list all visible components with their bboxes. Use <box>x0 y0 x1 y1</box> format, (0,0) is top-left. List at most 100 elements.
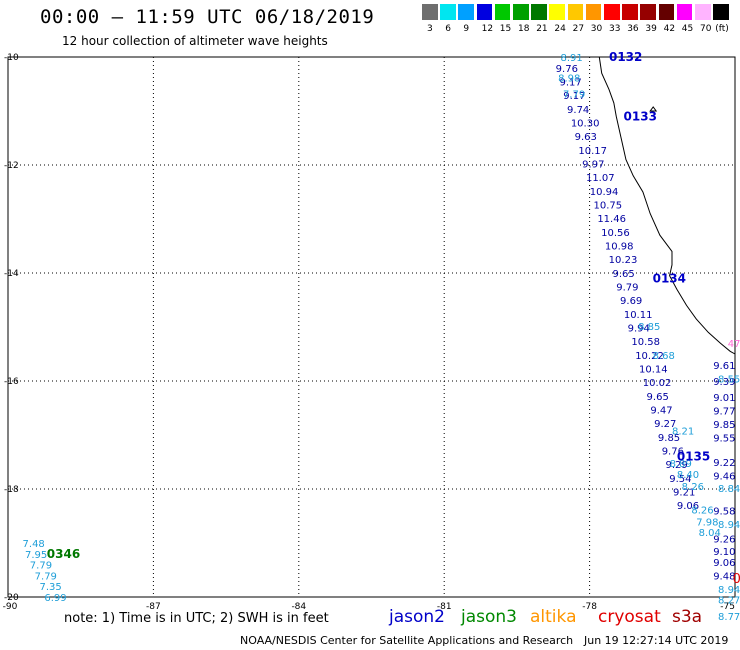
wave-height-value: 10.75 <box>594 200 623 211</box>
wave-height-value: 11.07 <box>586 173 615 184</box>
scale-swatch <box>549 4 566 20</box>
wave-height-value: 9.65 <box>647 392 669 403</box>
scale-label: 30 <box>590 24 603 34</box>
wave-height-value: 9.27 <box>654 419 676 430</box>
scale-label: 27 <box>572 24 585 34</box>
pass-label: 0346 <box>47 547 80 561</box>
lat-tick-label: -18 <box>4 485 19 495</box>
lat-tick-label: -14 <box>4 269 19 279</box>
wave-height-value: 9.97 <box>582 159 604 170</box>
scale-label: 45 <box>681 24 694 34</box>
satellite-legend-altika: altika <box>530 607 577 627</box>
wave-height-value: 9.65 <box>612 269 634 280</box>
scale-swatch <box>531 4 547 20</box>
wave-height-value: 9.74 <box>567 105 589 116</box>
wave-height-value: 7.98 <box>696 517 718 528</box>
wave-height-value: 9.63 <box>575 132 597 143</box>
scale-swatch <box>604 4 620 20</box>
wave-height-value: 9.06 <box>677 501 699 512</box>
scale-swatch <box>476 4 493 20</box>
wave-height-value: 9.17 <box>559 77 581 88</box>
lon-tick-label: -75 <box>720 602 735 612</box>
wave-height-value: 8.98 <box>558 74 580 85</box>
wave-height-value: 7.79 <box>30 561 52 572</box>
map-frame <box>7 56 736 598</box>
wave-height-value: 8.84 <box>718 484 740 495</box>
scale-label: 6 <box>445 24 451 34</box>
lon-tick-label: -87 <box>146 602 161 612</box>
timestamp: Jun 19 12:27:14 UTC 2019 <box>584 634 729 647</box>
wave-height-value: 9.58 <box>713 507 735 518</box>
chart-subtitle: 12 hour collection of altimeter wave hei… <box>62 34 328 48</box>
wave-height-value: 7.79 <box>563 90 585 101</box>
lat-tick-label: -10 <box>4 53 19 63</box>
wave-height-value: 9.39 <box>713 377 735 388</box>
scale-swatch <box>585 4 602 20</box>
wave-height-value: 10.23 <box>609 255 638 266</box>
coastline <box>598 56 736 355</box>
satellite-legend-s3a: s3a <box>672 607 703 627</box>
wave-height-value: 9.85 <box>658 433 680 444</box>
wave-height-value: 10.30 <box>571 118 600 129</box>
wave-height-value: 10.02 <box>643 378 672 389</box>
wave-height-value: 8.04 <box>699 528 721 539</box>
scale-swatch <box>422 4 438 20</box>
island-outline <box>649 106 658 112</box>
lon-tick-label: -90 <box>3 602 18 612</box>
scale-swatch <box>513 4 529 20</box>
wave-height-value: 8.55 <box>718 374 740 385</box>
wave-height-value: 9.46 <box>713 472 735 483</box>
scale-label: 15 <box>499 24 512 34</box>
lat-tick-label: -16 <box>4 377 19 387</box>
wave-height-value: 10.14 <box>639 365 668 376</box>
wave-height-value: 9.76 <box>662 447 684 458</box>
wave-height-value: 9.47 <box>650 406 672 417</box>
scale-label: 21 <box>536 24 548 34</box>
wave-height-value: 9.17 <box>563 91 585 102</box>
lon-tick-label: -81 <box>437 602 452 612</box>
wave-height-value: 8.77 <box>718 612 740 623</box>
lon-tick-label: -84 <box>291 602 306 612</box>
lat-tick-label: -12 <box>4 161 19 171</box>
wave-height-value: 10.98 <box>605 241 634 252</box>
wave-height-value: 9.22 <box>713 458 735 469</box>
wave-height-value: 8.21 <box>672 427 694 438</box>
wave-height-value: 8.91 <box>561 53 583 64</box>
wave-height-value: 9.76 <box>556 64 578 75</box>
wave-height-value: 10.22 <box>635 351 664 362</box>
wave-height-value: 10.56 <box>601 228 630 239</box>
scale-swatch <box>458 4 475 20</box>
wave-height-value: 8.89 <box>670 459 692 470</box>
wave-height-value: 9.54 <box>669 474 691 485</box>
wave-height-value: 7.35 <box>40 582 62 593</box>
scale-swatch <box>713 4 729 20</box>
satellite-legend-jason2: jason2 <box>389 607 445 627</box>
scale-swatch <box>658 4 675 20</box>
scale-swatch <box>640 4 657 20</box>
wave-height-value: 8.26 <box>682 482 704 493</box>
scale-swatch <box>622 4 638 20</box>
scale-label: 70 <box>700 24 712 34</box>
wave-height-value: 10.11 <box>624 310 653 321</box>
pass-label: 0132 <box>609 50 642 64</box>
lat-tick-label: -20 <box>4 593 19 603</box>
wave-height-value: 10.17 <box>578 146 607 157</box>
wave-height-value: 8.85 <box>638 322 660 333</box>
wave-height-value: 10.58 <box>631 337 660 348</box>
scale-label: 24 <box>554 24 566 34</box>
scale-label: 39 <box>645 24 657 34</box>
wave-height-value: 47.34 <box>728 339 740 350</box>
satellite-legend-cryosat: cryosat <box>598 607 661 627</box>
scale-swatch <box>676 4 693 20</box>
wave-height-value: 9.29 <box>665 460 687 471</box>
scale-label: 9 <box>463 24 470 34</box>
wave-height-value: 10.94 <box>590 187 619 198</box>
wave-height-value: 9.61 <box>713 361 735 372</box>
chart-title: 00:00 – 11:59 UTC 06/18/2019 <box>40 6 375 28</box>
wave-height-value: 8.94 <box>718 585 740 596</box>
wave-height-value: 9.77 <box>713 407 735 418</box>
wave-height-value: 9.21 <box>673 488 695 499</box>
scale-swatch <box>695 4 711 20</box>
wave-height-value: 9.01 <box>713 393 735 404</box>
